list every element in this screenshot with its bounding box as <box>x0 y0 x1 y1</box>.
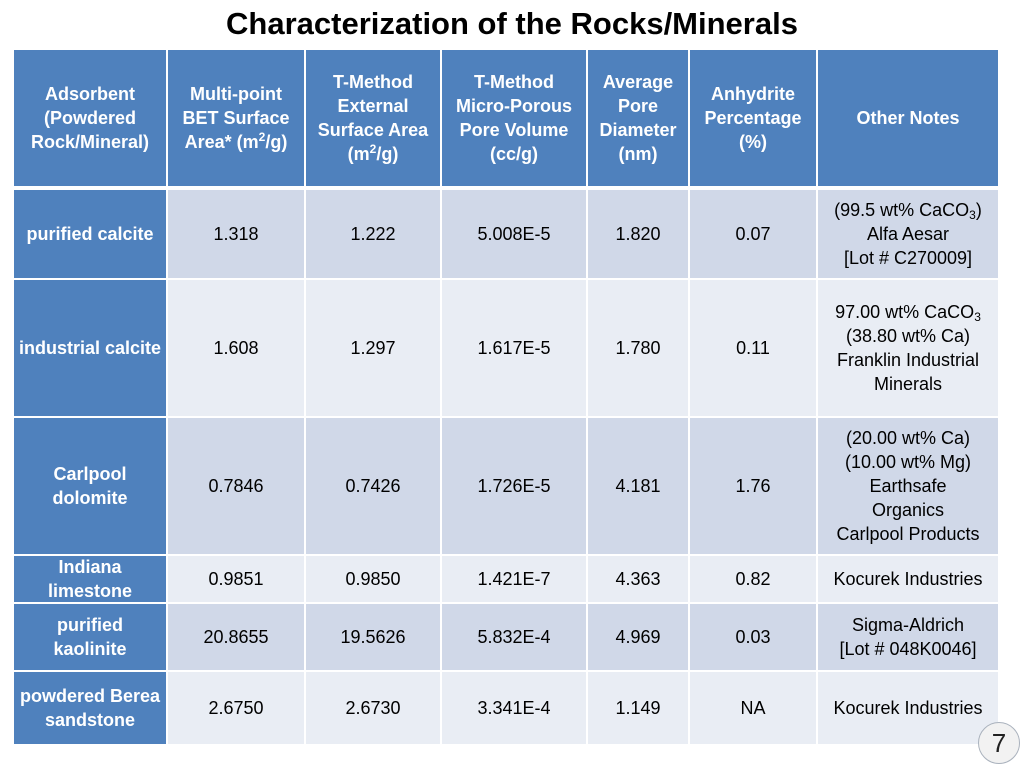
notes-cell: Kocurek Industries <box>818 556 998 602</box>
row-label: Carlpool dolomite <box>14 418 166 554</box>
anhydrite-value: 0.11 <box>690 280 816 416</box>
pore-diameter-value: 1.149 <box>588 672 688 744</box>
table-row: Indiana limestone 0.9851 0.9850 1.421E-7… <box>14 556 998 602</box>
notes-cell: (99.5 wt% CaCO3) Alfa Aesar [Lot # C2700… <box>818 190 998 278</box>
bet-value: 1.318 <box>168 190 304 278</box>
table-header-row: Adsorbent (Powdered Rock/Mineral) Multi-… <box>14 50 998 186</box>
anhydrite-value: NA <box>690 672 816 744</box>
superscript: 2 <box>369 142 377 156</box>
table-row: Carlpool dolomite 0.7846 0.7426 1.726E-5… <box>14 418 998 554</box>
bet-value: 1.608 <box>168 280 304 416</box>
external-area-value: 2.6730 <box>306 672 440 744</box>
bet-value: 20.8655 <box>168 604 304 670</box>
notes-cell: Sigma-Aldrich [Lot # 048K0046] <box>818 604 998 670</box>
row-label: purified calcite <box>14 190 166 278</box>
header-average-pore-diameter: Average Pore Diameter (nm) <box>588 50 688 186</box>
header-other-notes: Other Notes <box>818 50 998 186</box>
pore-diameter-value: 4.363 <box>588 556 688 602</box>
header-adsorbent: Adsorbent (Powdered Rock/Mineral) <box>14 50 166 186</box>
micro-pore-volume-value: 1.617E-5 <box>442 280 586 416</box>
row-label: purified kaolinite <box>14 604 166 670</box>
external-area-value: 0.9850 <box>306 556 440 602</box>
superscript: 2 <box>258 130 266 144</box>
subscript: 3 <box>974 310 981 324</box>
external-area-value: 1.297 <box>306 280 440 416</box>
external-area-value: 1.222 <box>306 190 440 278</box>
pore-diameter-value: 4.969 <box>588 604 688 670</box>
micro-pore-volume-value: 5.832E-4 <box>442 604 586 670</box>
micro-pore-volume-value: 5.008E-5 <box>442 190 586 278</box>
micro-pore-volume-value: 3.341E-4 <box>442 672 586 744</box>
anhydrite-value: 1.76 <box>690 418 816 554</box>
header-tmethod-micro-pore-volume: T-Method Micro-Porous Pore Volume (cc/g) <box>442 50 586 186</box>
bet-value: 0.7846 <box>168 418 304 554</box>
pore-diameter-value: 4.181 <box>588 418 688 554</box>
table-row: powdered Berea sandstone 2.6750 2.6730 3… <box>14 672 998 744</box>
table-row: purified kaolinite 20.8655 19.5626 5.832… <box>14 604 998 670</box>
row-label: powdered Berea sandstone <box>14 672 166 744</box>
characterization-table: Adsorbent (Powdered Rock/Mineral) Multi-… <box>14 50 998 744</box>
pore-diameter-value: 1.780 <box>588 280 688 416</box>
header-tmethod-external-area: T-Method External Surface Area (m2/g) <box>306 50 440 186</box>
notes-cell: 97.00 wt% CaCO3 (38.80 wt% Ca) Franklin … <box>818 280 998 416</box>
subscript: 3 <box>969 208 976 222</box>
anhydrite-value: 0.03 <box>690 604 816 670</box>
bet-value: 0.9851 <box>168 556 304 602</box>
bet-value: 2.6750 <box>168 672 304 744</box>
header-anhydrite-percentage: Anhydrite Percentage (%) <box>690 50 816 186</box>
notes-cell: (20.00 wt% Ca) (10.00 wt% Mg) Earthsafe … <box>818 418 998 554</box>
notes-cell: Kocurek Industries <box>818 672 998 744</box>
table-row: industrial calcite 1.608 1.297 1.617E-5 … <box>14 280 998 416</box>
micro-pore-volume-value: 1.421E-7 <box>442 556 586 602</box>
external-area-value: 19.5626 <box>306 604 440 670</box>
slide-title: Characterization of the Rocks/Minerals <box>226 6 798 41</box>
micro-pore-volume-value: 1.726E-5 <box>442 418 586 554</box>
external-area-value: 0.7426 <box>306 418 440 554</box>
header-bet-surface-area: Multi-point BET Surface Area* (m2/g) <box>168 50 304 186</box>
row-label: Indiana limestone <box>14 556 166 602</box>
anhydrite-value: 0.07 <box>690 190 816 278</box>
pore-diameter-value: 1.820 <box>588 190 688 278</box>
page-number-badge: 7 <box>978 722 1020 764</box>
anhydrite-value: 0.82 <box>690 556 816 602</box>
table-row: purified calcite 1.318 1.222 5.008E-5 1.… <box>14 190 998 278</box>
row-label: industrial calcite <box>14 280 166 416</box>
